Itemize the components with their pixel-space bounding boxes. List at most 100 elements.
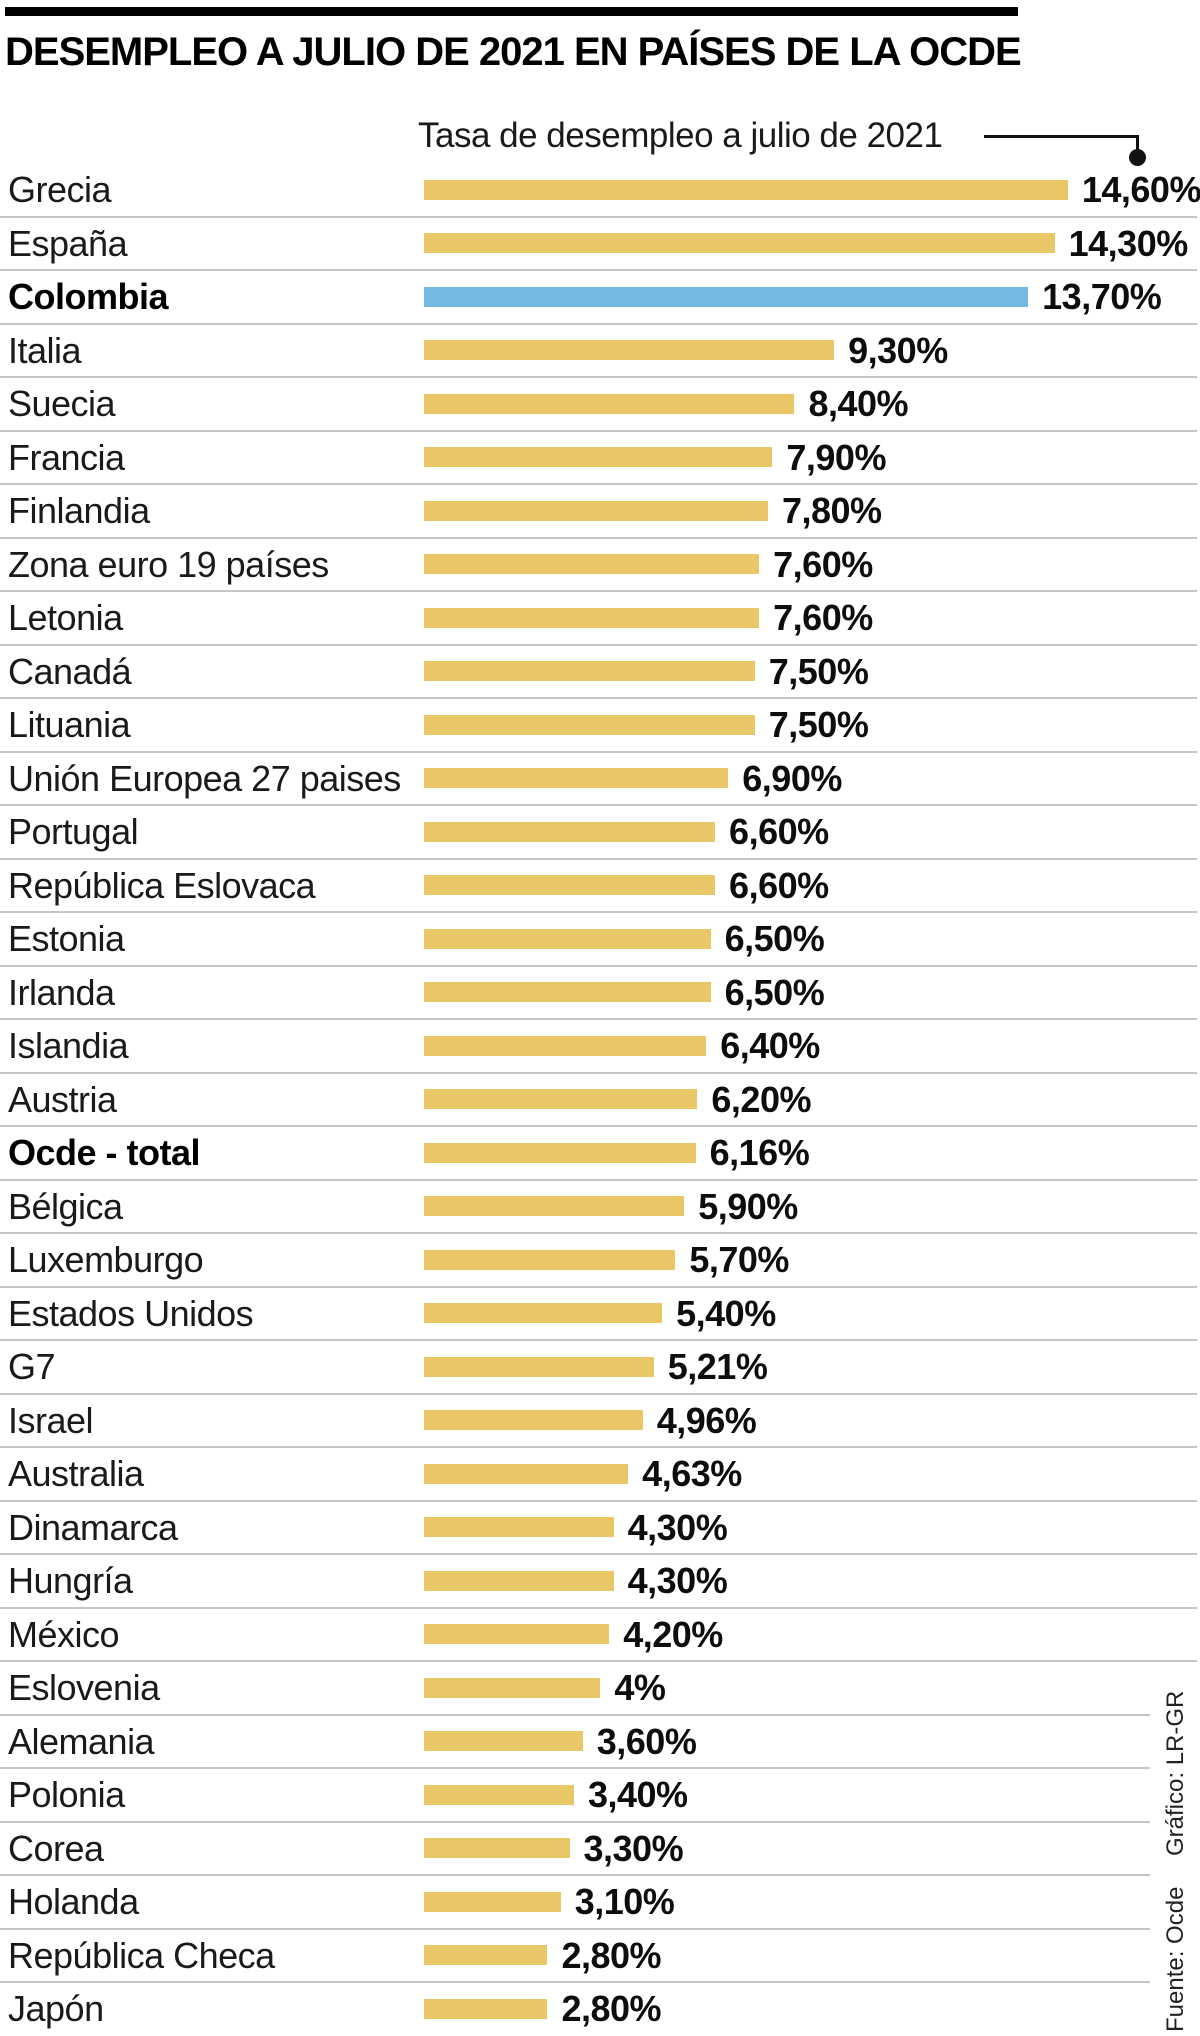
bar (424, 500, 768, 521)
bar-value: 6,60% (729, 811, 829, 852)
bar-value: 2,80% (561, 1934, 662, 1976)
title-accent-bar (5, 7, 1018, 16)
bar (424, 661, 755, 681)
bar-value: 6,50% (724, 971, 825, 1013)
row-separator (0, 1018, 1197, 1020)
bar-value: 6,40% (720, 1025, 820, 1066)
country-label: Estonia (8, 918, 125, 959)
country-label: Letonia (8, 597, 123, 638)
bar (424, 1731, 583, 1751)
country-label: Israel (8, 1399, 94, 1441)
bar-value: 14,30% (1068, 222, 1189, 264)
country-label: Unión Europea 27 paises (8, 757, 401, 799)
series-annotation-label: Tasa de desempleo a julio de 2021 (418, 116, 943, 155)
row-separator (0, 1232, 1197, 1234)
bar-value: 2,80% (561, 1988, 662, 2029)
bar-value: 3,10% (574, 1881, 675, 1922)
bar (424, 447, 773, 467)
chart-row: República Eslovaca 6,60% (0, 859, 1200, 913)
country-label: Colombia (8, 276, 169, 317)
row-separator (0, 1285, 1197, 1288)
chart-row: Grecia 14,60% (0, 163, 1200, 218)
bar (424, 714, 755, 735)
chart-row: Italia 9,30% (0, 324, 1200, 378)
row-separator (0, 215, 1197, 218)
row-separator (0, 1660, 1197, 1662)
bar (424, 1677, 601, 1698)
bar-value: 7,80% (781, 490, 882, 531)
row-separator (0, 1927, 1150, 1930)
bar-value: 4,30% (627, 1506, 728, 1548)
bar-value: 6,16% (709, 1132, 810, 1173)
bar (424, 1891, 561, 1912)
country-label: Finlandia (8, 490, 150, 531)
chart-row: Austria 6,20% (0, 1073, 1200, 1127)
bar-value: 7,60% (773, 543, 873, 585)
bar-value: 6,60% (729, 864, 829, 906)
bar-value: 4,30% (627, 1560, 728, 1601)
bar (424, 1410, 643, 1430)
bar-value: 5,40% (676, 1292, 776, 1334)
chart-row: Australia 4,63% (0, 1447, 1200, 1502)
country-label: Austria (8, 1078, 117, 1120)
chart-row: Estados Unidos 5,40% (0, 1287, 1200, 1341)
chart-row: Bélgica 5,90% (0, 1180, 1200, 1234)
chart-row: Finlandia 7,80% (0, 484, 1200, 539)
chart-row: Corea 3,30% (0, 1822, 1200, 1876)
bar-chart: Grecia 14,60% España 14,30% Colombia 13,… (0, 163, 1200, 2036)
country-label: Hungría (8, 1560, 133, 1601)
country-label: México (8, 1613, 120, 1655)
row-separator (0, 536, 1197, 539)
country-label: Lituania (8, 704, 131, 745)
bar-value: 4,20% (623, 1613, 723, 1655)
row-separator (0, 1820, 1150, 1823)
row-separator (0, 1392, 1197, 1395)
credit-fuente: Fuente: Ocde (1162, 1886, 1189, 2032)
bar (424, 393, 795, 414)
country-label: Estados Unidos (8, 1292, 254, 1334)
country-label: Holanda (8, 1881, 139, 1922)
bar (424, 1517, 614, 1537)
country-label: Luxemburgo (8, 1239, 204, 1280)
row-separator (0, 1339, 1197, 1341)
bar-value: 4,96% (656, 1399, 757, 1441)
country-label: República Eslovaca (8, 864, 316, 906)
bar (424, 1303, 663, 1323)
country-label: Bélgica (8, 1185, 123, 1227)
chart-row: Unión Europea 27 paises 6,90% (0, 752, 1200, 806)
bar (424, 1142, 696, 1163)
chart-row: México 4,20% (0, 1608, 1200, 1662)
row-separator (0, 1606, 1197, 1609)
country-label: Grecia (8, 169, 112, 210)
row-separator (0, 1874, 1150, 1876)
country-label: Polonia (8, 1774, 125, 1815)
chart-row: Lituania 7,50% (0, 698, 1200, 753)
chart-row: Estonia 6,50% (0, 912, 1200, 967)
row-separator (0, 483, 1197, 485)
bar-value: 7,50% (768, 650, 869, 692)
bar (424, 286, 1029, 307)
country-label: Japón (8, 1988, 104, 2029)
row-separator (0, 750, 1197, 753)
row-separator (0, 964, 1197, 967)
bar (424, 1624, 610, 1644)
row-separator (0, 804, 1197, 806)
chart-row: Canadá 7,50% (0, 645, 1200, 699)
country-label: República Checa (8, 1934, 275, 1976)
annotation-callout-dot-icon (1129, 149, 1146, 166)
row-separator (0, 590, 1197, 592)
chart-row: Irlanda 6,50% (0, 966, 1200, 1020)
country-label: Canadá (8, 650, 132, 692)
bar-value: 7,50% (768, 704, 869, 745)
country-label: Irlanda (8, 971, 115, 1013)
bar-value: 3,30% (583, 1827, 684, 1869)
bar-value: 5,70% (689, 1239, 789, 1280)
row-separator (0, 429, 1197, 432)
bar (424, 875, 716, 895)
country-label: G7 (8, 1346, 56, 1387)
chart-row: Zona euro 19 países 7,60% (0, 538, 1200, 592)
row-separator (0, 1125, 1197, 1127)
bar (424, 340, 835, 360)
bar-value: 4% (614, 1667, 666, 1708)
row-separator (0, 1178, 1197, 1181)
